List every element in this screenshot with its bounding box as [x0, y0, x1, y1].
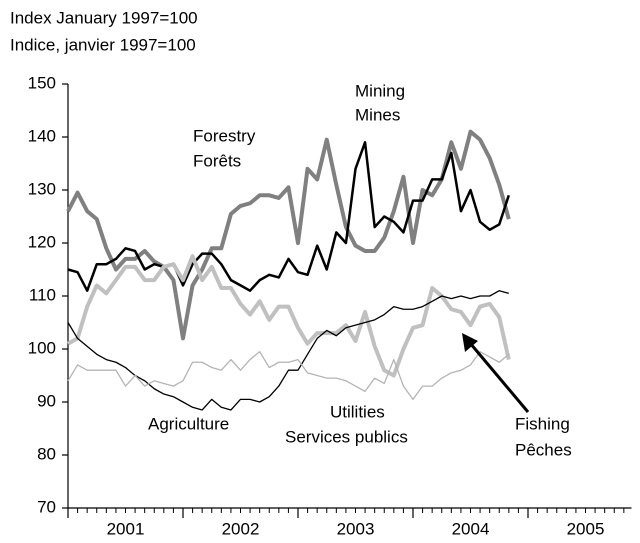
annotation: Mines [355, 105, 400, 124]
y-tick-label: 90 [37, 391, 56, 410]
annotation: Mining [355, 81, 405, 100]
x-tick-label: 2005 [567, 519, 605, 538]
line-series [66, 129, 511, 341]
y-tick-label: 80 [37, 444, 56, 463]
line-series [67, 351, 510, 400]
x-tick-label: 2001 [107, 519, 145, 538]
chart-subtitle: Indice, janvier 1997=100 [10, 35, 196, 54]
annotation: Forestry [193, 126, 256, 145]
arrow-shaft [468, 342, 530, 413]
x-tick-label: 2002 [222, 519, 260, 538]
annotation: Pêches [515, 440, 572, 459]
y-tick-label: 150 [28, 73, 56, 92]
annotation: Agriculture [148, 414, 229, 433]
annotation: Utilities [330, 402, 385, 421]
y-tick-label: 110 [29, 285, 56, 304]
annotation: Services publics [285, 427, 408, 446]
chart-title: Index January 1997=100 [10, 8, 198, 27]
y-tick-label: 140 [28, 126, 56, 145]
arrow-head [462, 333, 478, 352]
y-tick-label: 130 [28, 179, 56, 198]
y-tick-label: 120 [28, 232, 56, 251]
y-tick-label: 100 [28, 338, 56, 357]
line-series [67, 254, 511, 378]
plot-area: 70 80 90 100 110 120 130 140 150 2001 2002 2003 2004… [28, 73, 632, 538]
line-series [67, 290, 509, 411]
y-tick-label: 70 [37, 497, 56, 516]
annotation: Fishing [515, 414, 570, 433]
x-tick-label: 2003 [337, 519, 375, 538]
line-series [67, 141, 510, 292]
x-tick-label: 2004 [452, 519, 490, 538]
annotation: Forêts [193, 151, 241, 170]
